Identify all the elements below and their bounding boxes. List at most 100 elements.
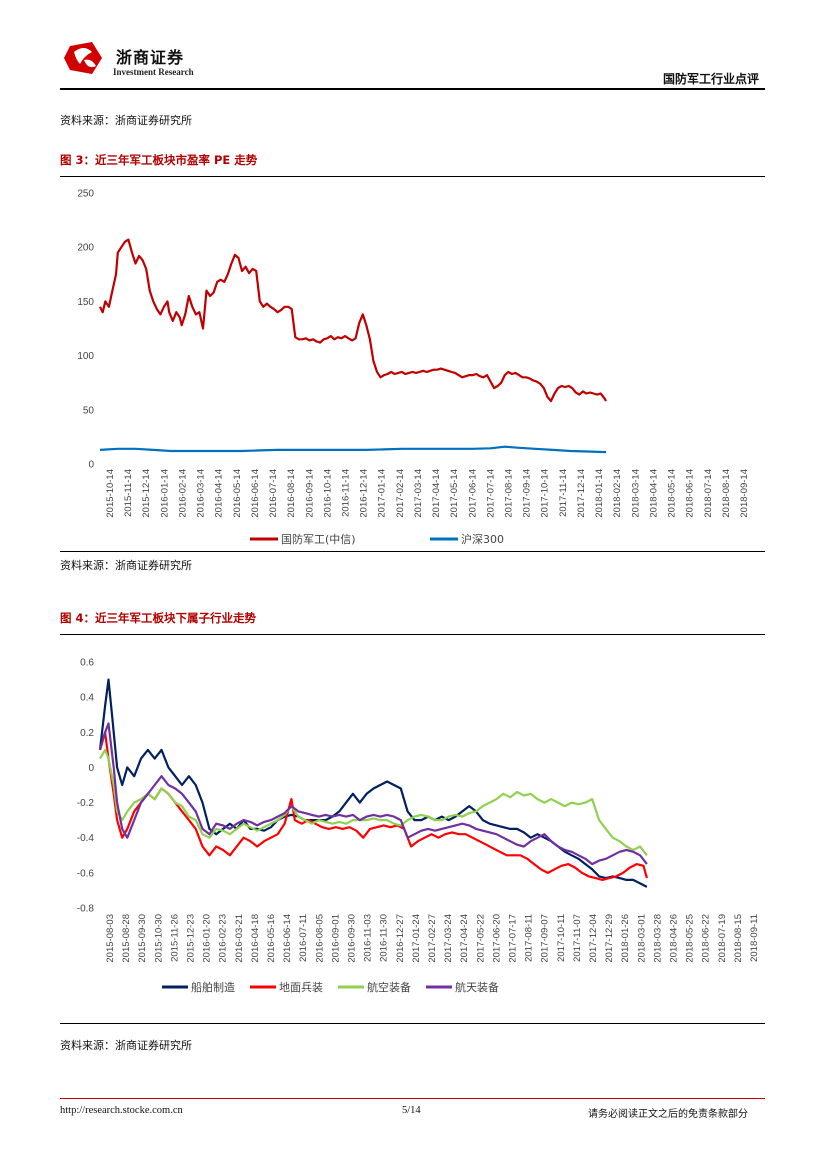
x-tick-label: 2017-12-29 — [604, 914, 615, 963]
y-tick-label: 250 — [77, 189, 94, 200]
x-tick-label: 2017-02-27 — [427, 914, 438, 963]
series-line — [99, 445, 607, 454]
x-tick-label: 2018-09-11 — [749, 914, 760, 962]
x-tick-label: 2018-05-14 — [667, 469, 678, 518]
x-tick-label: 2016-10-14 — [322, 469, 333, 518]
x-tick-label: 2015-10-14 — [105, 469, 116, 518]
x-tick-label: 2017-02-14 — [395, 469, 406, 518]
x-tick-label: 2017-08-14 — [504, 469, 515, 518]
source-note-top: 资料来源：浙商证券研究所 — [60, 114, 192, 127]
x-tick-label: 2017-09-07 — [540, 914, 551, 963]
figure-3-title: 图 3：近三年军工板块市盈率 PE 走势 — [60, 153, 258, 167]
x-tick-label: 2016-04-14 — [214, 469, 225, 518]
y-tick-label: 0 — [88, 763, 94, 774]
x-tick-label: 2017-12-14 — [576, 469, 587, 518]
x-tick-label: 2018-01-26 — [620, 914, 631, 963]
footer-disclaimer: 请务必阅读正文之后的免责条款部分 — [588, 1109, 748, 1120]
x-tick-label: 2015-08-28 — [121, 914, 132, 963]
x-tick-label: 2015-08-03 — [105, 914, 116, 963]
logo-text-en: Investment Research — [113, 67, 194, 77]
x-tick-label: 2016-11-30 — [379, 914, 390, 962]
legend-label: 船舶制造 — [191, 980, 235, 994]
x-tick-label: 2016-03-21 — [234, 914, 245, 963]
x-tick-label: 2016-08-14 — [286, 469, 297, 518]
y-tick-label: 0.4 — [80, 693, 94, 704]
x-tick-label: 2017-09-14 — [522, 469, 533, 518]
x-tick-label: 2016-05-16 — [266, 914, 277, 963]
figure-4-top-rule — [60, 634, 765, 635]
x-tick-label: 2015-11-14 — [123, 469, 134, 517]
x-tick-label: 2015-09-30 — [137, 914, 148, 963]
x-tick-label: 2017-05-14 — [449, 469, 460, 518]
x-tick-label: 2018-05-25 — [685, 914, 696, 963]
x-tick-label: 2018-06-14 — [685, 469, 696, 518]
x-tick-label: 2018-04-14 — [648, 469, 659, 518]
x-tick-label: 2017-12-04 — [588, 914, 599, 963]
footer-rule — [60, 1098, 765, 1099]
footer-page-number: 5/14 — [402, 1105, 421, 1116]
y-tick-label: 0 — [88, 460, 94, 471]
series-line — [98, 678, 648, 888]
header-rule — [60, 88, 765, 90]
figure-4-bottom-rule — [60, 1023, 765, 1024]
figure-3-top-rule — [60, 176, 765, 177]
y-tick-label: 50 — [83, 405, 95, 416]
x-tick-label: 2017-04-14 — [431, 469, 442, 518]
footer-url-link[interactable]: http://research.stocke.com.cn — [60, 1105, 183, 1116]
x-tick-label: 2017-11-14 — [558, 469, 569, 517]
x-tick-label: 2016-02-14 — [177, 469, 188, 518]
logo-text-cn: 浙商证券 — [116, 48, 185, 67]
x-tick-label: 2015-12-23 — [186, 914, 197, 963]
x-tick-label: 2017-05-22 — [475, 914, 486, 963]
x-tick-label: 2018-08-15 — [733, 914, 744, 963]
report-type: 国防军工行业点评 — [662, 72, 759, 86]
x-tick-label: 2017-06-14 — [467, 469, 478, 518]
x-tick-label: 2016-11-14 — [340, 469, 351, 517]
x-tick-label: 2018-07-19 — [717, 914, 728, 963]
y-tick-label: 100 — [77, 351, 94, 362]
x-tick-label: 2016-09-30 — [347, 914, 358, 963]
series-line — [98, 722, 648, 866]
legend-label: 国防军工(中信) — [281, 532, 356, 546]
x-tick-label: 2018-03-14 — [630, 469, 641, 518]
legend-label: 沪深300 — [461, 532, 504, 546]
x-tick-label: 2018-01-14 — [594, 469, 605, 518]
x-tick-label: 2016-11-03 — [363, 914, 374, 962]
x-tick-label: 2016-01-20 — [202, 914, 213, 963]
x-tick-label: 2018-07-14 — [703, 469, 714, 518]
y-tick-label: -0.4 — [77, 833, 95, 844]
x-tick-label: 2018-08-14 — [721, 469, 732, 518]
x-tick-label: 2017-11-07 — [572, 914, 583, 962]
legend-label: 地面兵装 — [279, 981, 323, 994]
x-tick-label: 2015-10-30 — [153, 914, 164, 963]
x-tick-label: 2016-09-01 — [330, 914, 341, 963]
x-tick-label: 2018-04-26 — [669, 914, 680, 963]
x-tick-label: 2018-06-22 — [701, 914, 712, 963]
x-tick-label: 2015-12-14 — [141, 469, 152, 518]
x-tick-label: 2017-07-17 — [508, 914, 519, 963]
x-tick-label: 2016-06-14 — [282, 914, 293, 963]
y-tick-label: 200 — [77, 243, 94, 254]
y-tick-label: 0.6 — [80, 658, 94, 669]
figure-3-bottom-rule — [60, 551, 765, 552]
x-tick-label: 2017-01-14 — [377, 469, 388, 518]
logo-icon — [64, 42, 102, 74]
x-tick-label: 2016-03-14 — [196, 469, 207, 518]
figure-4-source: 资料来源：浙商证券研究所 — [60, 1039, 192, 1052]
x-tick-label: 2018-03-01 — [636, 914, 647, 963]
y-tick-label: -0.6 — [77, 868, 95, 879]
figure-4-title: 图 4：近三年军工板块下属子行业走势 — [60, 611, 257, 625]
x-tick-label: 2018-09-14 — [739, 469, 750, 518]
figure-3-chart: 0 50 100 150 200 250 2015-10-14 2015-11-14 2015-… — [77, 189, 750, 547]
legend-label: 航天装备 — [455, 980, 499, 994]
x-tick-label: 2017-03-24 — [443, 914, 454, 963]
x-tick-label: 2016-06-14 — [250, 469, 261, 518]
x-tick-label: 2017-10-14 — [540, 469, 551, 518]
x-tick-label: 2018-02-14 — [612, 469, 623, 518]
y-tick-label: -0.2 — [77, 798, 95, 809]
x-tick-label: 2016-01-14 — [159, 469, 170, 518]
x-tick-label: 2017-03-14 — [413, 469, 424, 518]
x-tick-label: 2016-07-11 — [298, 914, 309, 962]
x-tick-label: 2018-03-28 — [652, 914, 663, 963]
x-tick-label: 2016-08-05 — [314, 914, 325, 963]
